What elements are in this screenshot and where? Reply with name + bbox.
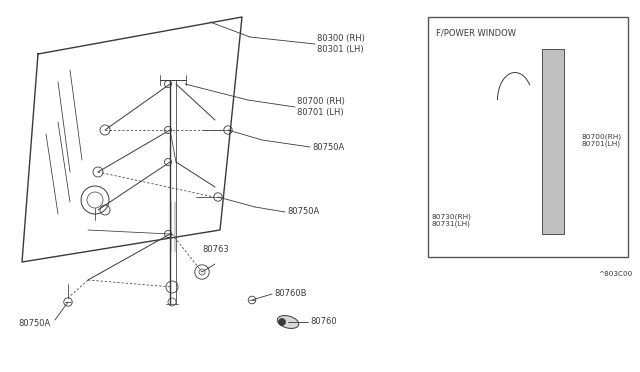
Text: 80750A: 80750A <box>312 142 344 151</box>
Circle shape <box>278 318 285 326</box>
Text: ^803C00: ^803C00 <box>598 271 632 277</box>
Text: 80760: 80760 <box>310 317 337 327</box>
Ellipse shape <box>277 315 299 328</box>
Text: F/POWER WINDOW: F/POWER WINDOW <box>436 29 516 38</box>
Text: 80700(RH)
80701(LH): 80700(RH) 80701(LH) <box>582 133 622 147</box>
Text: 80300 (RH)
80301 (LH): 80300 (RH) 80301 (LH) <box>317 34 365 54</box>
Bar <box>542 49 564 234</box>
Polygon shape <box>22 17 242 262</box>
Text: 80760B: 80760B <box>274 289 307 298</box>
Bar <box>428 17 628 257</box>
Text: 80700 (RH)
80701 (LH): 80700 (RH) 80701 (LH) <box>297 97 345 117</box>
Text: 80730(RH)
80731(LH): 80730(RH) 80731(LH) <box>432 213 472 227</box>
Text: 80750A: 80750A <box>287 208 319 217</box>
Text: 80763: 80763 <box>202 245 228 254</box>
Text: 80750A: 80750A <box>18 320 51 328</box>
